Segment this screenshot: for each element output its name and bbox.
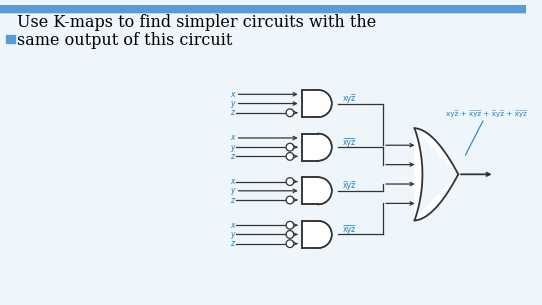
Text: y: y <box>230 230 234 239</box>
Circle shape <box>286 196 294 204</box>
Text: z: z <box>230 152 234 161</box>
Polygon shape <box>415 128 458 221</box>
Bar <box>6 35 15 43</box>
Bar <box>0 5 526 13</box>
Text: same output of this circuit: same output of this circuit <box>17 32 233 49</box>
Text: x: x <box>230 221 234 230</box>
Circle shape <box>286 152 294 160</box>
Text: xyz̅ + x̅y̅z̅ + x̅yz̅ + x̅y̅z̅: xyz̅ + x̅y̅z̅ + x̅yz̅ + x̅y̅z̅ <box>446 110 527 117</box>
Circle shape <box>286 109 294 117</box>
Text: x: x <box>230 134 234 142</box>
Text: x̅y̅z̅: x̅y̅z̅ <box>343 138 356 147</box>
Text: xyz̅: xyz̅ <box>343 94 356 103</box>
Text: x̅yz̅: x̅yz̅ <box>343 181 356 190</box>
Circle shape <box>286 178 294 185</box>
Text: x: x <box>230 90 234 99</box>
Polygon shape <box>301 134 332 161</box>
Polygon shape <box>301 221 332 248</box>
Circle shape <box>286 240 294 248</box>
Circle shape <box>286 143 294 151</box>
Text: y: y <box>230 143 234 152</box>
Text: y: y <box>230 99 234 108</box>
Text: z: z <box>230 239 234 248</box>
Text: x: x <box>230 177 234 186</box>
Bar <box>0 5 526 13</box>
Text: z: z <box>230 196 234 205</box>
Text: x̅y̅z̅: x̅y̅z̅ <box>343 225 356 234</box>
Text: y: y <box>230 186 234 195</box>
Polygon shape <box>301 177 332 204</box>
Circle shape <box>286 221 294 229</box>
Text: Use K-maps to find simpler circuits with the: Use K-maps to find simpler circuits with… <box>17 14 377 31</box>
Circle shape <box>286 231 294 238</box>
Text: z: z <box>230 108 234 117</box>
Polygon shape <box>301 90 332 117</box>
